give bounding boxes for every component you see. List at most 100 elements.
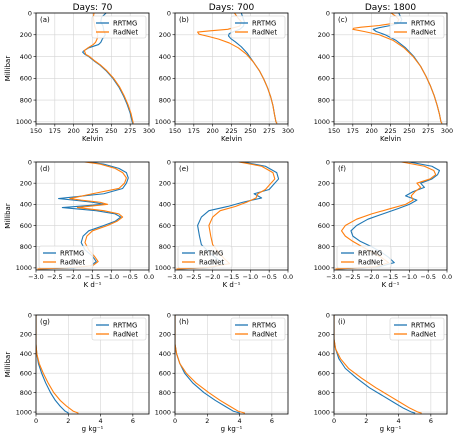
y-tick-label: 400 [20, 350, 32, 358]
legend-label: RRTMG [60, 249, 84, 257]
y-tick-label: 200 [159, 179, 171, 187]
y-tick-label: 600 [20, 75, 32, 83]
panel-label: (g) [40, 318, 50, 326]
y-tick-label: 1000 [155, 264, 171, 272]
x-axis-label: K d⁻¹ [223, 281, 241, 289]
x-tick-label: −0.5 [122, 273, 138, 281]
y-tick-label: 200 [318, 331, 330, 339]
y-tick-label: 0 [326, 9, 330, 17]
panel-title: Days: 1800 [365, 3, 417, 13]
legend-label: RadNet [113, 330, 138, 338]
x-tick-label: −0.5 [420, 273, 436, 281]
x-tick-label: 275 [263, 127, 275, 135]
x-tick-label: 175 [188, 127, 200, 135]
y-tick-label: 400 [20, 201, 32, 209]
y-tick-label: 800 [159, 389, 171, 397]
x-tick-label: −3.0 [167, 273, 183, 281]
x-tick-label: 175 [347, 127, 359, 135]
y-tick-label: 800 [20, 243, 32, 251]
x-tick-label: 0 [34, 417, 38, 425]
y-tick-label: 200 [318, 31, 330, 39]
x-tick-label: −2.5 [345, 273, 361, 281]
x-tick-label: 2 [205, 417, 209, 425]
y-tick-label: 0 [167, 311, 171, 319]
y-tick-label: 0 [167, 9, 171, 17]
legend-label: RadNet [411, 330, 436, 338]
panel-label: (a) [40, 16, 50, 24]
y-tick-label: 0 [28, 9, 32, 17]
x-axis-label: Kelvin [82, 135, 103, 143]
x-tick-label: −1.5 [383, 273, 399, 281]
x-tick-label: 200 [366, 127, 378, 135]
y-tick-label: 600 [159, 222, 171, 230]
y-tick-label: 1000 [314, 264, 330, 272]
x-tick-label: −0.5 [261, 273, 277, 281]
y-tick-label: 200 [159, 31, 171, 39]
panel-label: (e) [179, 165, 189, 173]
x-tick-label: 300 [282, 127, 294, 135]
y-axis-label: Millibar [4, 352, 12, 378]
x-tick-label: −1.0 [104, 273, 120, 281]
x-tick-label: 150 [169, 127, 181, 135]
x-tick-label: 200 [207, 127, 219, 135]
y-tick-label: 400 [318, 350, 330, 358]
x-tick-label: −2.0 [205, 273, 221, 281]
panel-h: 0 2 4 6 0 200 400 600 800 1000 g kg⁻¹ (h) RRTMGRadNe… [155, 311, 289, 433]
panel-label: (c) [338, 16, 348, 24]
y-tick-label: 400 [159, 53, 171, 61]
y-tick-label: 600 [159, 75, 171, 83]
panel-label: (b) [179, 16, 189, 24]
panel-title: Days: 70 [73, 3, 113, 13]
x-axis-label: K d⁻¹ [84, 281, 102, 289]
y-tick-label: 200 [20, 331, 32, 339]
y-tick-label: 600 [318, 75, 330, 83]
x-tick-label: −2.0 [364, 273, 380, 281]
x-axis-label: Kelvin [380, 135, 401, 143]
y-tick-label: 0 [28, 158, 32, 166]
panel-f: −3.0 −2.5 −2.0 −1.5 −1.0 −0.5 0.0 0 200 400 600 800… [314, 158, 452, 289]
y-tick-label: 200 [20, 31, 32, 39]
y-tick-label: 600 [318, 370, 330, 378]
legend-label: RRTMG [199, 249, 223, 257]
panel-title: Days: 700 [209, 3, 255, 13]
panel-a: 150 175 200 225 250 275 300 0 200 400 600 800 1000 Ke… [4, 3, 155, 143]
y-tick-label: 400 [159, 350, 171, 358]
y-axis-label: Millibar [4, 56, 12, 82]
x-tick-label: −2.5 [186, 273, 202, 281]
x-tick-label: 4 [238, 417, 242, 425]
legend-label: RadNet [252, 330, 277, 338]
y-tick-label: 1000 [314, 408, 330, 416]
x-tick-label: 250 [105, 127, 117, 135]
x-tick-label: 225 [86, 127, 98, 135]
panel-label: (f) [338, 165, 346, 173]
x-tick-label: 4 [397, 417, 401, 425]
x-tick-label: 150 [30, 127, 42, 135]
y-tick-label: 1000 [16, 264, 32, 272]
legend-label: RadNet [60, 258, 85, 266]
x-tick-label: −3.0 [326, 273, 342, 281]
x-axis-label: Kelvin [221, 135, 242, 143]
legend-label: RRTMG [113, 321, 137, 329]
y-tick-label: 800 [318, 243, 330, 251]
series-line-radnet [334, 315, 422, 414]
panel-b: 150 175 200 225 250 275 300 0 200 400 600 800 1000 Ke… [155, 3, 294, 143]
y-tick-label: 400 [159, 201, 171, 209]
x-tick-label: 200 [68, 127, 80, 135]
y-tick-label: 1000 [155, 118, 171, 126]
y-tick-label: 400 [20, 53, 32, 61]
x-tick-label: 6 [429, 417, 433, 425]
panel-c: 150 175 200 225 250 275 300 0 200 400 600 800 1000 Ke… [314, 3, 453, 143]
x-tick-label: 150 [328, 127, 340, 135]
x-tick-label: 2 [66, 417, 70, 425]
x-axis-label: g kg⁻¹ [380, 425, 402, 433]
x-axis-label: K d⁻¹ [382, 281, 400, 289]
y-tick-label: 800 [20, 389, 32, 397]
x-tick-label: 6 [131, 417, 135, 425]
panel-label: (h) [179, 318, 189, 326]
